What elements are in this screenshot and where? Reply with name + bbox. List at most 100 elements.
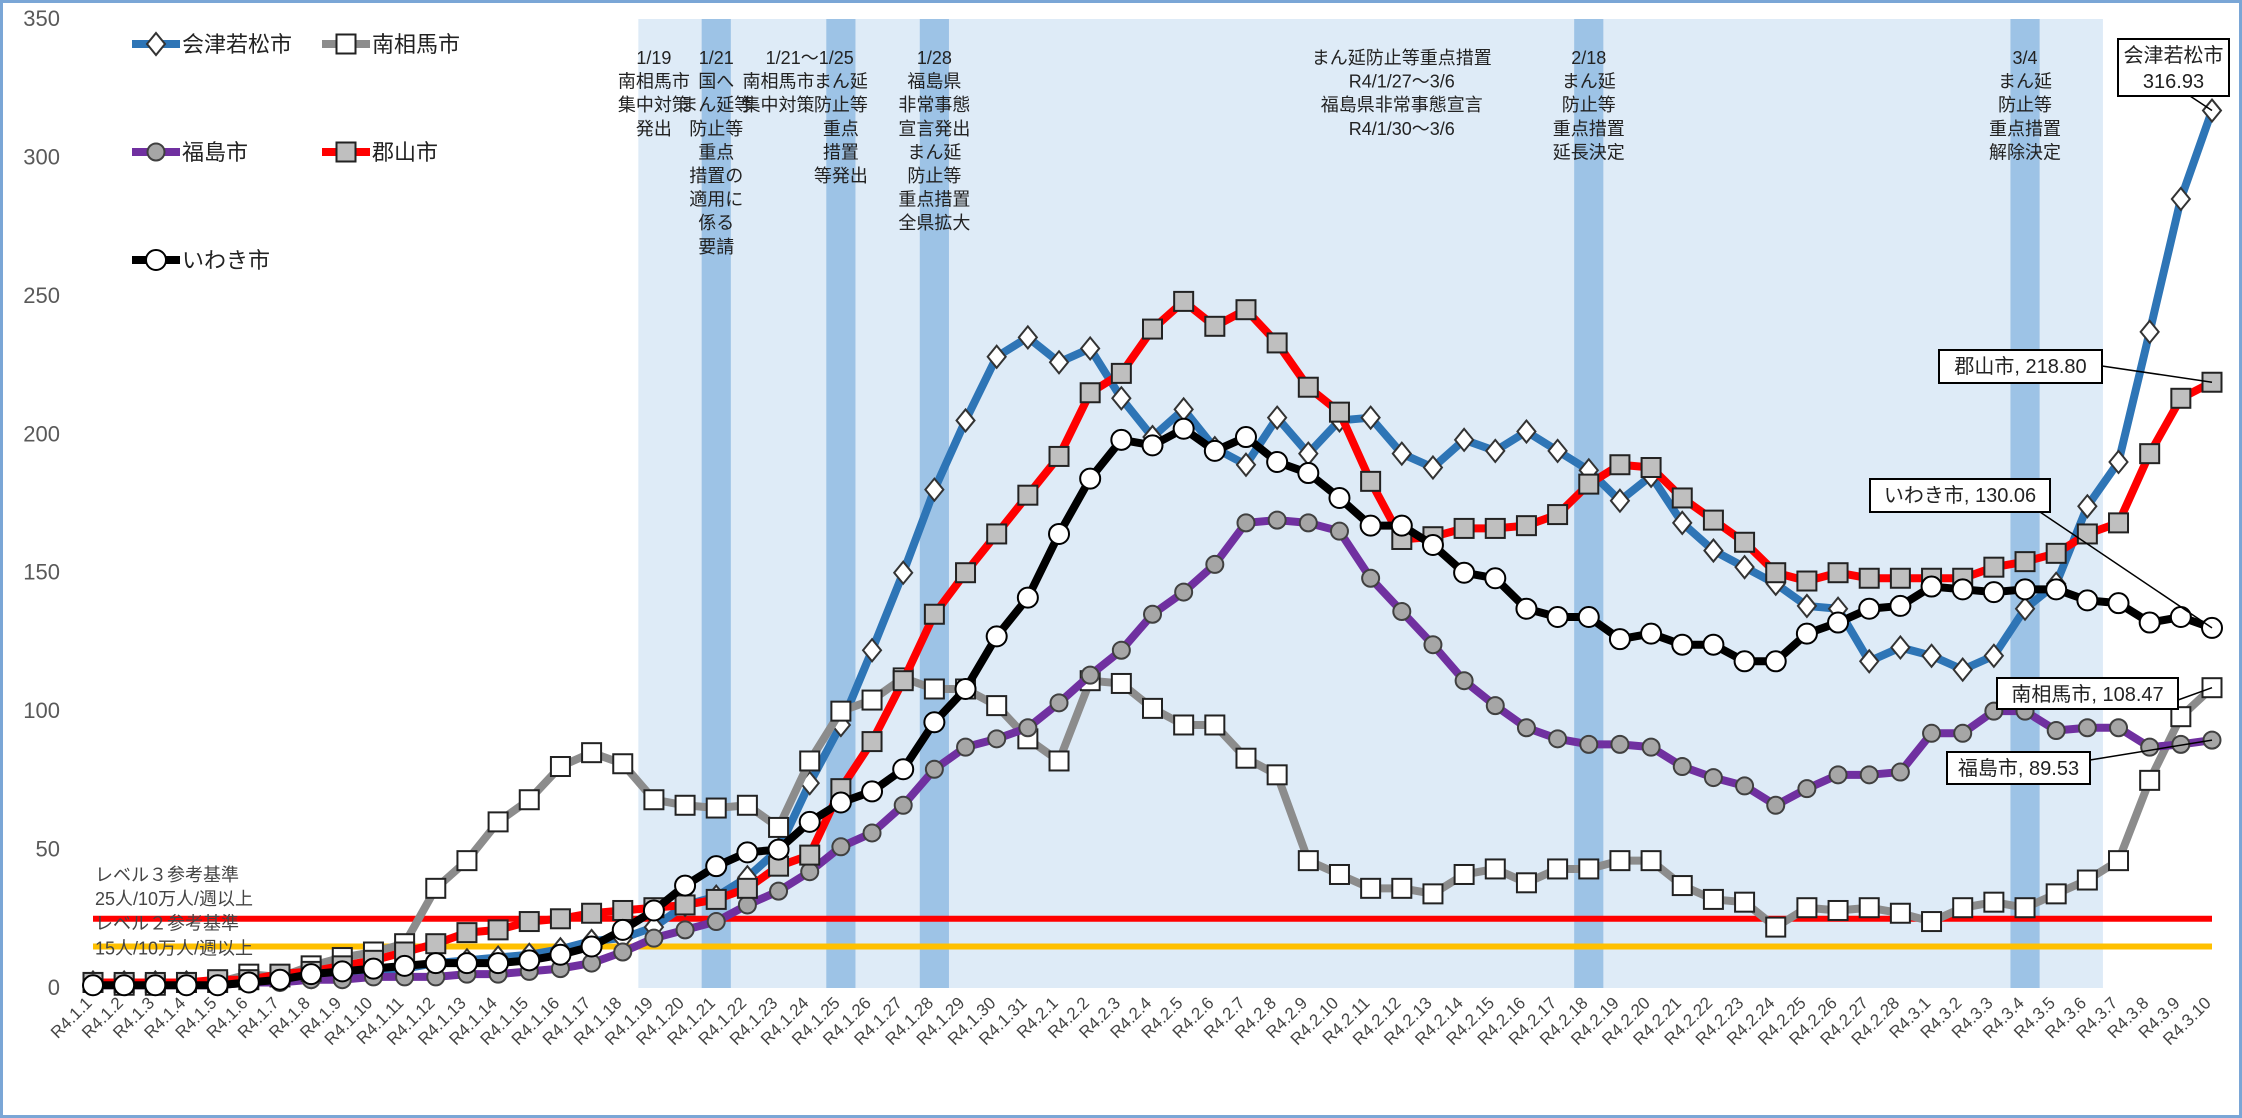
marker [2170, 387, 2192, 409]
annotation: R4/1/27～3/6 [1349, 72, 1455, 92]
event-band [919, 19, 949, 988]
marker [2014, 578, 2037, 601]
marker [1515, 597, 1538, 620]
annotation: まん延 [814, 72, 868, 92]
marker [425, 877, 447, 899]
marker [1423, 635, 1443, 655]
marker [1733, 650, 1756, 673]
marker [1049, 693, 1069, 713]
marker [1266, 450, 1289, 473]
marker [581, 742, 603, 764]
marker [1889, 594, 1912, 617]
marker [455, 952, 478, 975]
marker [1079, 467, 1102, 490]
marker [1359, 514, 1382, 537]
marker [1079, 335, 1101, 362]
annotation: 集中対策 [743, 95, 815, 115]
marker [1390, 514, 1413, 537]
callout-box [1869, 478, 2051, 513]
marker [1266, 764, 1288, 786]
marker [955, 562, 977, 584]
annotation: 等発出 [814, 166, 868, 186]
y-tick-label: 200 [23, 421, 60, 446]
marker [518, 789, 540, 811]
marker [1827, 611, 1850, 634]
marker [1328, 486, 1351, 509]
marker [1016, 586, 1039, 609]
marker [2108, 512, 2130, 534]
reference-label: 25人/10万人/週以上 [95, 889, 253, 909]
marker [1485, 696, 1505, 716]
marker [2014, 551, 2036, 573]
marker [1982, 581, 2005, 604]
marker [955, 407, 976, 434]
marker [1610, 734, 1630, 754]
marker [1578, 858, 1600, 880]
marker [1922, 723, 1942, 743]
marker [145, 31, 167, 57]
marker [268, 968, 291, 991]
marker [1702, 888, 1724, 910]
marker [1983, 643, 2005, 669]
marker [706, 912, 726, 932]
marker [799, 844, 821, 866]
marker [1048, 750, 1070, 772]
marker [768, 816, 790, 838]
marker [1641, 737, 1661, 757]
callout-label: いわき市, 130.06 [1884, 484, 2036, 507]
marker [1360, 470, 1382, 492]
callout-label: 会津若松市 [2124, 44, 2224, 67]
marker [1453, 517, 1475, 539]
marker [923, 678, 945, 700]
marker [175, 974, 198, 997]
leader-line [2189, 95, 2213, 112]
annotation: 3/4 [2013, 48, 2038, 68]
marker [1702, 509, 1724, 531]
annotation: 適用に [689, 190, 743, 210]
marker [1298, 513, 1318, 533]
marker [518, 911, 540, 933]
marker [1205, 554, 1225, 574]
legend-label: 会津若松市 [182, 32, 292, 57]
annotation: 重点措置 [1989, 119, 2061, 139]
marker [1547, 504, 1569, 526]
marker [1079, 382, 1101, 404]
marker [424, 952, 447, 975]
marker [861, 637, 883, 663]
marker [581, 902, 603, 924]
marker [1484, 517, 1506, 539]
annotation: 宣言発出 [898, 119, 970, 139]
marker [2140, 737, 2160, 757]
marker [1204, 315, 1226, 337]
marker [1671, 875, 1693, 897]
marker [1577, 606, 1600, 629]
marker [1796, 897, 1818, 919]
marker [1141, 434, 1164, 457]
marker [1516, 418, 1537, 445]
marker [830, 700, 852, 722]
y-tick-label: 100 [23, 698, 60, 723]
annotation: まん延等 [680, 95, 752, 115]
marker [1858, 567, 1880, 589]
marker [1422, 454, 1444, 481]
marker [1765, 916, 1787, 938]
marker [1671, 633, 1694, 656]
marker [1889, 567, 1911, 589]
marker [145, 249, 167, 271]
marker [1297, 376, 1319, 398]
marker [893, 795, 913, 815]
marker [1827, 562, 1849, 584]
marker [2077, 493, 2098, 519]
marker [1297, 850, 1319, 872]
annotation: 措置 [823, 142, 859, 162]
marker [1609, 850, 1631, 872]
marker [799, 750, 821, 772]
marker [1608, 628, 1631, 651]
marker [2076, 869, 2098, 891]
reference-label: レベル３参考基準 [95, 865, 239, 885]
marker [1080, 665, 1100, 685]
marker [861, 780, 884, 803]
marker [1703, 768, 1723, 788]
marker [1235, 452, 1257, 478]
marker [456, 922, 478, 944]
